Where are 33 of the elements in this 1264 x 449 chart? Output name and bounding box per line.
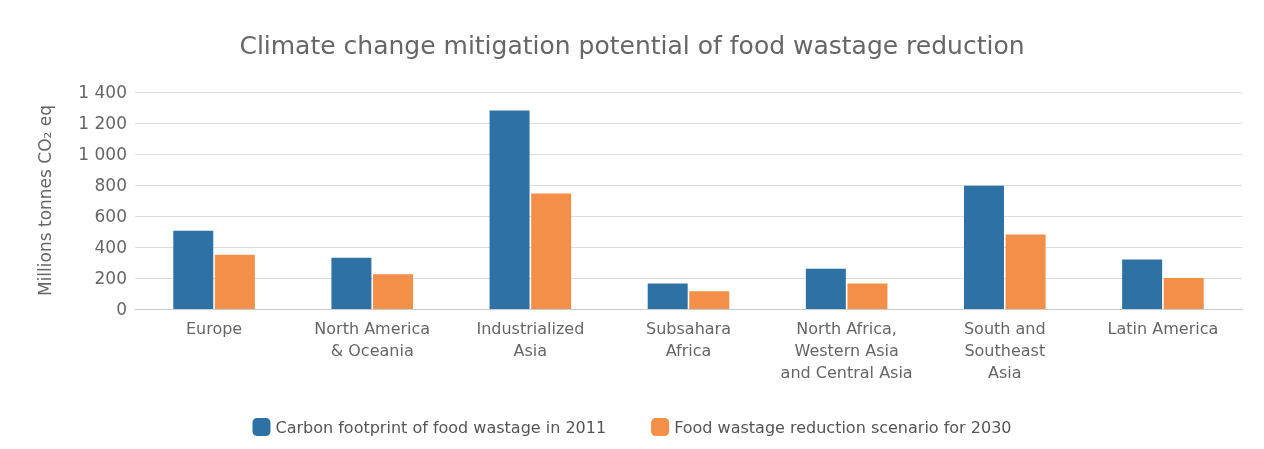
y-tick-label: 800	[94, 175, 127, 195]
x-tick-label: Industrialized Asia	[476, 318, 585, 360]
bar	[531, 193, 572, 309]
legend-label: Carbon footprint of food wastage in 2011	[275, 417, 607, 437]
y-tick-label: 0	[116, 299, 127, 319]
x-tick-label: North America & Oceania	[314, 318, 431, 360]
x-tick-label: Latin America	[1107, 318, 1219, 338]
bar	[373, 274, 414, 309]
bar	[214, 254, 255, 309]
bar	[689, 291, 730, 309]
legend-label: Food wastage reduction scenario for 2030	[674, 417, 1012, 437]
y-tick-label: 1 200	[78, 113, 127, 133]
x-tick-label: South and Southeast Asia	[963, 318, 1046, 382]
x-tick-label: Subsahara Africa	[646, 318, 731, 360]
bar	[847, 283, 888, 309]
bar	[1005, 234, 1046, 309]
y-tick-label: 200	[94, 268, 127, 288]
chart-title: Climate change mitigation potential of food wastage reduction	[239, 31, 1025, 60]
y-tick-label: 1 000	[78, 144, 127, 164]
x-tick-label: Europe	[185, 318, 243, 338]
bar	[1163, 278, 1204, 309]
bar	[647, 283, 688, 309]
bar	[489, 110, 530, 309]
y-axis-title: Millions tonnes CO₂ eq	[34, 104, 55, 297]
bar	[331, 257, 372, 309]
bar	[963, 185, 1004, 309]
bar	[173, 230, 214, 309]
x-tick-label: North Africa, Western Asia and Central Asia	[780, 318, 913, 382]
y-tick-label: 1 400	[78, 82, 127, 102]
y-tick-label: 600	[94, 206, 127, 226]
bar	[1122, 259, 1163, 309]
bar	[805, 268, 846, 309]
y-tick-label: 400	[94, 237, 127, 257]
